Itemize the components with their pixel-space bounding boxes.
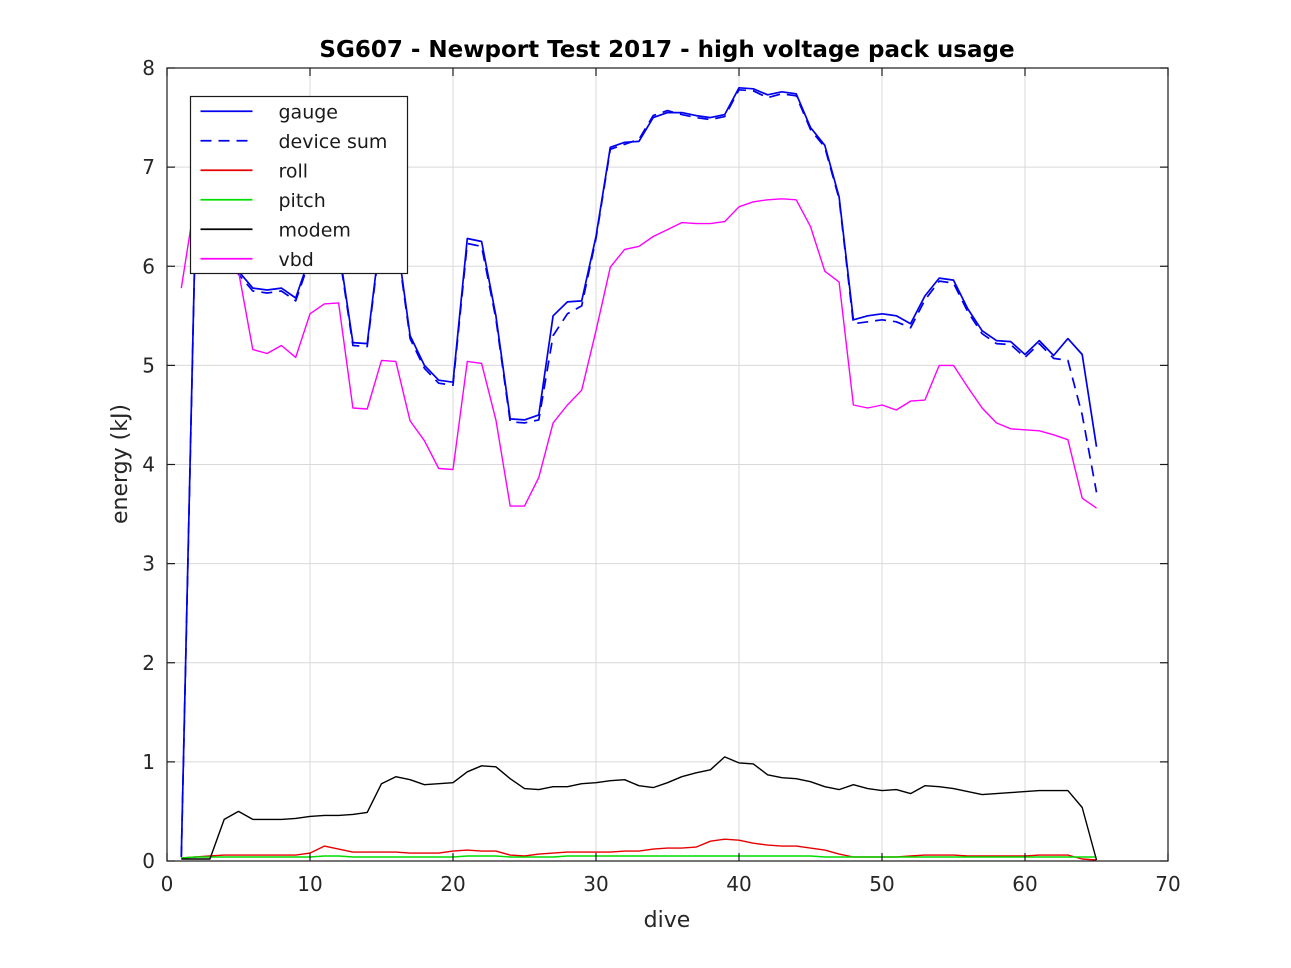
legend-label-modem: modem <box>279 219 351 241</box>
x-axis-label: dive <box>644 908 691 933</box>
x-tick-label: 0 <box>161 872 174 896</box>
x-tick-label: 70 <box>1155 872 1180 896</box>
legend: gauge device sum roll pitch modem vbd <box>189 95 409 275</box>
y-tick-label: 4 <box>142 453 155 477</box>
y-tick-label: 1 <box>142 750 155 774</box>
legend-label-device-sum: device sum <box>279 131 388 153</box>
series-line-roll <box>181 838 1097 861</box>
legend-label-gauge: gauge <box>279 101 339 123</box>
y-tick-label: 7 <box>142 155 155 179</box>
x-tick-label: 60 <box>1012 872 1037 896</box>
legend-label-vbd: vbd <box>279 249 314 271</box>
y-tick-label: 5 <box>142 353 155 377</box>
y-tick-label: 6 <box>142 254 155 278</box>
axis-tick-labels: 0 10 20 30 40 50 60 70 0 1 2 3 4 5 6 7 8 <box>142 56 1180 896</box>
x-tick-label: 50 <box>869 872 894 896</box>
x-tick-label: 30 <box>583 872 608 896</box>
axis-ticks <box>166 67 1169 862</box>
y-tick-label: 2 <box>142 651 155 675</box>
legend-box <box>189 95 409 275</box>
y-tick-label: 0 <box>142 849 155 873</box>
y-tick-label: 8 <box>142 56 155 80</box>
series-line-pitch <box>181 855 1097 859</box>
x-tick-label: 40 <box>726 872 751 896</box>
y-axis-label: energy (kJ) <box>108 404 133 524</box>
x-tick-label: 20 <box>440 872 465 896</box>
chart-title: SG607 - Newport Test 2017 - high voltage… <box>319 37 1014 63</box>
series-line-vbd <box>180 196 1097 509</box>
legend-label-pitch: pitch <box>279 190 326 212</box>
y-tick-label: 3 <box>142 552 155 576</box>
x-tick-label: 10 <box>297 872 322 896</box>
legend-label-roll: roll <box>279 160 309 182</box>
series-line-modem <box>181 756 1098 861</box>
